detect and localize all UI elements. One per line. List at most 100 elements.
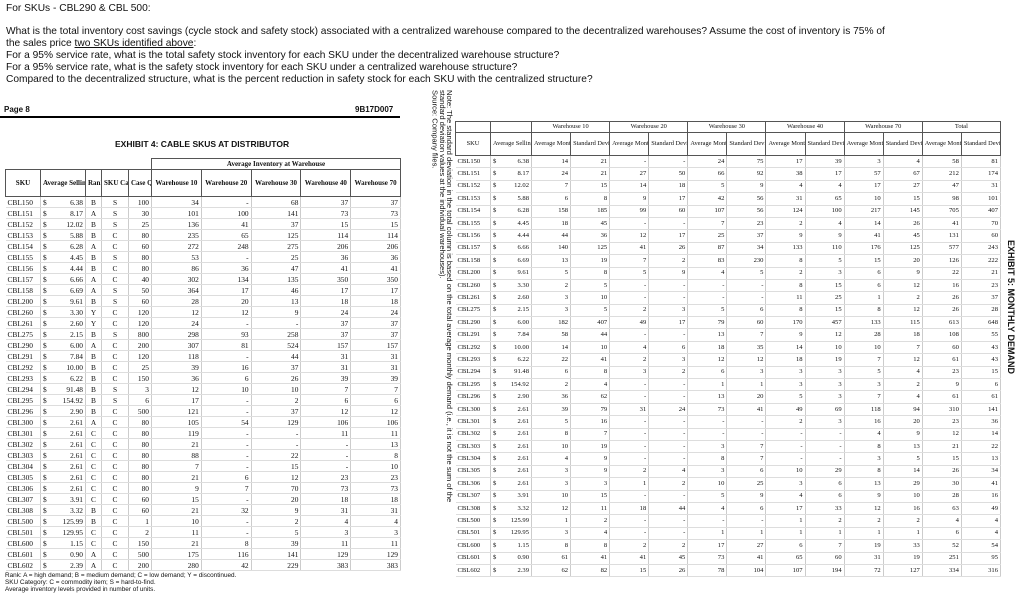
currency-symbol: $ xyxy=(43,560,47,570)
table-cell: 14 xyxy=(531,341,572,355)
table-cell: 69 xyxy=(805,403,845,417)
document-code: 9B17D007 xyxy=(355,105,394,114)
currency-symbol: $ xyxy=(493,232,497,240)
table-cell: 141 xyxy=(251,207,302,219)
cell-price: $5.88 xyxy=(490,192,532,206)
table-cell: 3 xyxy=(805,378,845,392)
table-cell: 13 xyxy=(961,452,1002,466)
table-cell: CBL154 xyxy=(5,240,41,252)
table-cell: 4 xyxy=(765,180,806,194)
table-cell: 50 xyxy=(648,167,689,181)
table-cell: 42 xyxy=(201,559,252,571)
cell-price: $6.22 xyxy=(490,353,532,367)
table-cell: CBL275 xyxy=(455,304,491,318)
table-cell: 23 xyxy=(300,471,352,483)
table-cell: 86 xyxy=(151,262,202,274)
table-row: CBL290 $6.00 A C 200 307 81 524 157 157 xyxy=(5,339,401,351)
table-cell: - xyxy=(687,415,728,429)
column-header: SKU xyxy=(455,132,491,156)
table-row: CBL294 $91.48 B S 3 12 10 10 7 7 xyxy=(5,383,401,395)
table-cell: 307 xyxy=(151,339,202,351)
table-cell: S xyxy=(101,196,129,208)
cell-price: $12.02 xyxy=(490,180,532,194)
cell-price: $12.02 xyxy=(40,218,86,230)
group-header: Warehouse 40 xyxy=(765,121,845,133)
table-cell: CBL307 xyxy=(455,490,491,503)
table-cell: 7 xyxy=(570,428,611,442)
table-cell: 87 xyxy=(687,242,728,256)
table-cell: 23 xyxy=(922,366,962,380)
table-cell: 37 xyxy=(961,291,1002,305)
table-cell: 5 xyxy=(687,304,728,318)
table-cell: 21 xyxy=(922,440,962,454)
table-cell: 129 xyxy=(350,548,401,560)
cell-price: $3.30 xyxy=(490,279,532,293)
table-cell: 99 xyxy=(609,205,650,218)
divider xyxy=(0,116,400,118)
table-cell: 4 xyxy=(883,366,923,380)
table-cell: Y xyxy=(85,317,102,329)
table-cell: 60 xyxy=(128,240,152,252)
table-cell: 4 xyxy=(570,378,611,392)
table-cell: 251 xyxy=(922,552,962,565)
table-cell: 613 xyxy=(922,316,962,330)
table-cell: 40 xyxy=(128,273,152,285)
table-cell: CBL304 xyxy=(455,452,491,466)
currency-symbol: $ xyxy=(43,538,47,548)
table-cell: 7 xyxy=(609,254,650,268)
table-cell: 32 xyxy=(201,504,252,516)
table-cell: 7 xyxy=(883,341,923,355)
table-cell: 27 xyxy=(883,180,923,194)
table-cell: 407 xyxy=(961,205,1002,218)
table-cell: - xyxy=(648,378,689,392)
table-cell: 60 xyxy=(648,205,689,218)
table-cell: 8 xyxy=(531,539,572,553)
table-cell: 70 xyxy=(251,482,302,494)
currency-symbol: $ xyxy=(493,393,497,401)
table-cell: 14 xyxy=(531,155,572,169)
table-cell: 41 xyxy=(201,218,252,230)
table-cell: 36 xyxy=(151,372,202,384)
table-cell: CBL155 xyxy=(5,251,41,263)
table-cell: B xyxy=(85,218,102,230)
table-cell: 12 xyxy=(151,383,202,395)
table-cell: 3 xyxy=(844,378,884,392)
table-cell: 134 xyxy=(201,273,252,285)
page-number: Page 8 xyxy=(4,105,30,114)
table-cell: C xyxy=(101,306,129,318)
table-cell: 17 xyxy=(648,192,689,206)
table-cell: 49 xyxy=(765,403,806,417)
column-header: Average Monthly Sales xyxy=(843,132,884,156)
table-cell: 217 xyxy=(844,205,884,218)
table-row: CBL157 $6.66 A C 40 302 134 135 350 350 xyxy=(5,273,401,285)
currency-symbol: $ xyxy=(493,479,497,487)
table-cell: 129 xyxy=(300,548,352,560)
table-cell: 8 xyxy=(687,452,728,466)
table-cell: 15 xyxy=(570,180,611,194)
table-cell: C xyxy=(101,471,129,483)
table-cell: 45 xyxy=(648,552,689,565)
table-cell: 41 xyxy=(609,242,650,256)
column-header: Case Quantity xyxy=(128,169,152,197)
cell-price: $91.48 xyxy=(490,366,532,380)
footnote: Rank: A = high demand; B = medium demand… xyxy=(5,572,237,579)
table-cell: 18 xyxy=(687,341,728,355)
table-cell: - xyxy=(201,427,252,439)
table-cell: 15 xyxy=(844,254,884,268)
table-cell: 9 xyxy=(726,180,767,194)
table-cell: 118 xyxy=(844,403,884,417)
table-cell: 10 xyxy=(844,341,884,355)
table-cell: 8 xyxy=(844,440,884,454)
table-cell: 61 xyxy=(922,353,962,367)
table-cell: 28 xyxy=(844,328,884,342)
table-cell: 60 xyxy=(128,295,152,307)
table-cell: 17 xyxy=(350,284,401,296)
table-cell: - xyxy=(201,350,252,362)
table-cell: 18 xyxy=(609,502,650,516)
table-cell: 2 xyxy=(883,514,923,528)
table-cell: 6 xyxy=(128,394,152,406)
table-cell: 15 xyxy=(883,192,923,206)
table-cell: 1 xyxy=(765,527,806,541)
table-cell: A xyxy=(85,548,102,560)
table-cell: CBL601 xyxy=(455,552,491,565)
